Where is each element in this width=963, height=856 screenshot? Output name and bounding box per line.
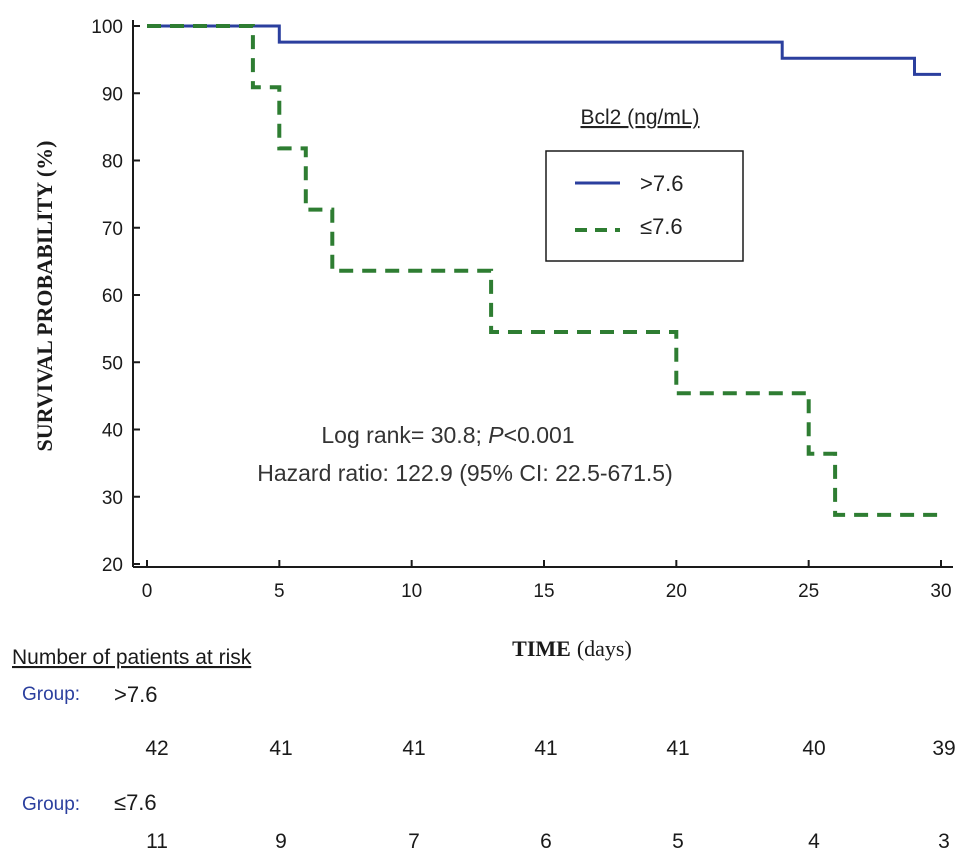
risk-count: 41 [269, 737, 292, 760]
x-tick-label: 30 [930, 581, 951, 602]
risk-count: 6 [540, 830, 552, 853]
y-tick-label: 50 [102, 353, 123, 374]
risk-count: 3 [938, 830, 950, 853]
x-tick-label: 25 [798, 581, 819, 602]
x-tick-label: 0 [142, 581, 153, 602]
risk-count: 4 [808, 830, 820, 853]
risk-table-header: Number of patients at risk [12, 646, 252, 669]
risk-row-le-7-6: 11 9 7 6 5 4 3 [146, 830, 950, 853]
series-line-gt-7-6 [147, 24, 941, 76]
y-tick-label: 30 [102, 488, 123, 509]
y-tick-label: 90 [102, 84, 123, 105]
x-tick-label: 15 [533, 581, 554, 602]
x-axis-title: TIME (days) [512, 636, 632, 661]
y-tick-label: 20 [102, 555, 123, 576]
risk-group-label-2: Group: [22, 794, 80, 815]
y-tick-label: 70 [102, 219, 123, 240]
tick-labels: 20 30 40 50 60 70 80 90 100 0 5 10 15 20 25 30 [91, 17, 951, 602]
legend: Bcl2 (ng/mL) >7.6 ≤7.6 [545, 106, 744, 262]
risk-count: 42 [145, 737, 168, 760]
risk-group-name-1: >7.6 [114, 682, 157, 707]
risk-group-label-1: Group: [22, 684, 80, 705]
axes [132, 20, 953, 568]
risk-row-gt-7-6: 42 41 41 41 41 40 39 [145, 737, 955, 760]
y-tick-label: 40 [102, 421, 123, 442]
risk-group-name-2: ≤7.6 [114, 790, 157, 815]
log-rank-annotation: Log rank= 30.8; P<0.001 [321, 422, 574, 448]
risk-count: 9 [275, 830, 287, 853]
y-tick-label: 60 [102, 286, 123, 307]
risk-count: 41 [534, 737, 557, 760]
risk-count: 39 [932, 737, 955, 760]
x-tick-label: 20 [666, 581, 687, 602]
legend-entry-le-7-6: ≤7.6 [640, 214, 683, 239]
series-line-le-7-6 [147, 24, 941, 517]
risk-count: 5 [672, 830, 684, 853]
risk-count: 41 [666, 737, 689, 760]
y-axis-title: SURVIVAL PROBABILITY (%) [32, 141, 57, 452]
risk-count: 41 [402, 737, 425, 760]
x-tick-label: 5 [274, 581, 285, 602]
legend-title: Bcl2 (ng/mL) [580, 106, 699, 129]
y-tick-label: 80 [102, 152, 123, 173]
risk-count: 40 [802, 737, 825, 760]
hazard-ratio-annotation: Hazard ratio: 122.9 (95% CI: 22.5-671.5) [257, 460, 673, 486]
plot-lines [147, 24, 941, 517]
legend-entry-gt-7-6: >7.6 [640, 171, 683, 196]
risk-table: Number of patients at risk Group: >7.6 4… [12, 646, 956, 853]
x-tick-label: 10 [401, 581, 422, 602]
y-tick-label: 100 [91, 17, 123, 38]
risk-count: 11 [146, 830, 168, 853]
legend-box [545, 150, 744, 262]
risk-count: 7 [408, 830, 420, 853]
